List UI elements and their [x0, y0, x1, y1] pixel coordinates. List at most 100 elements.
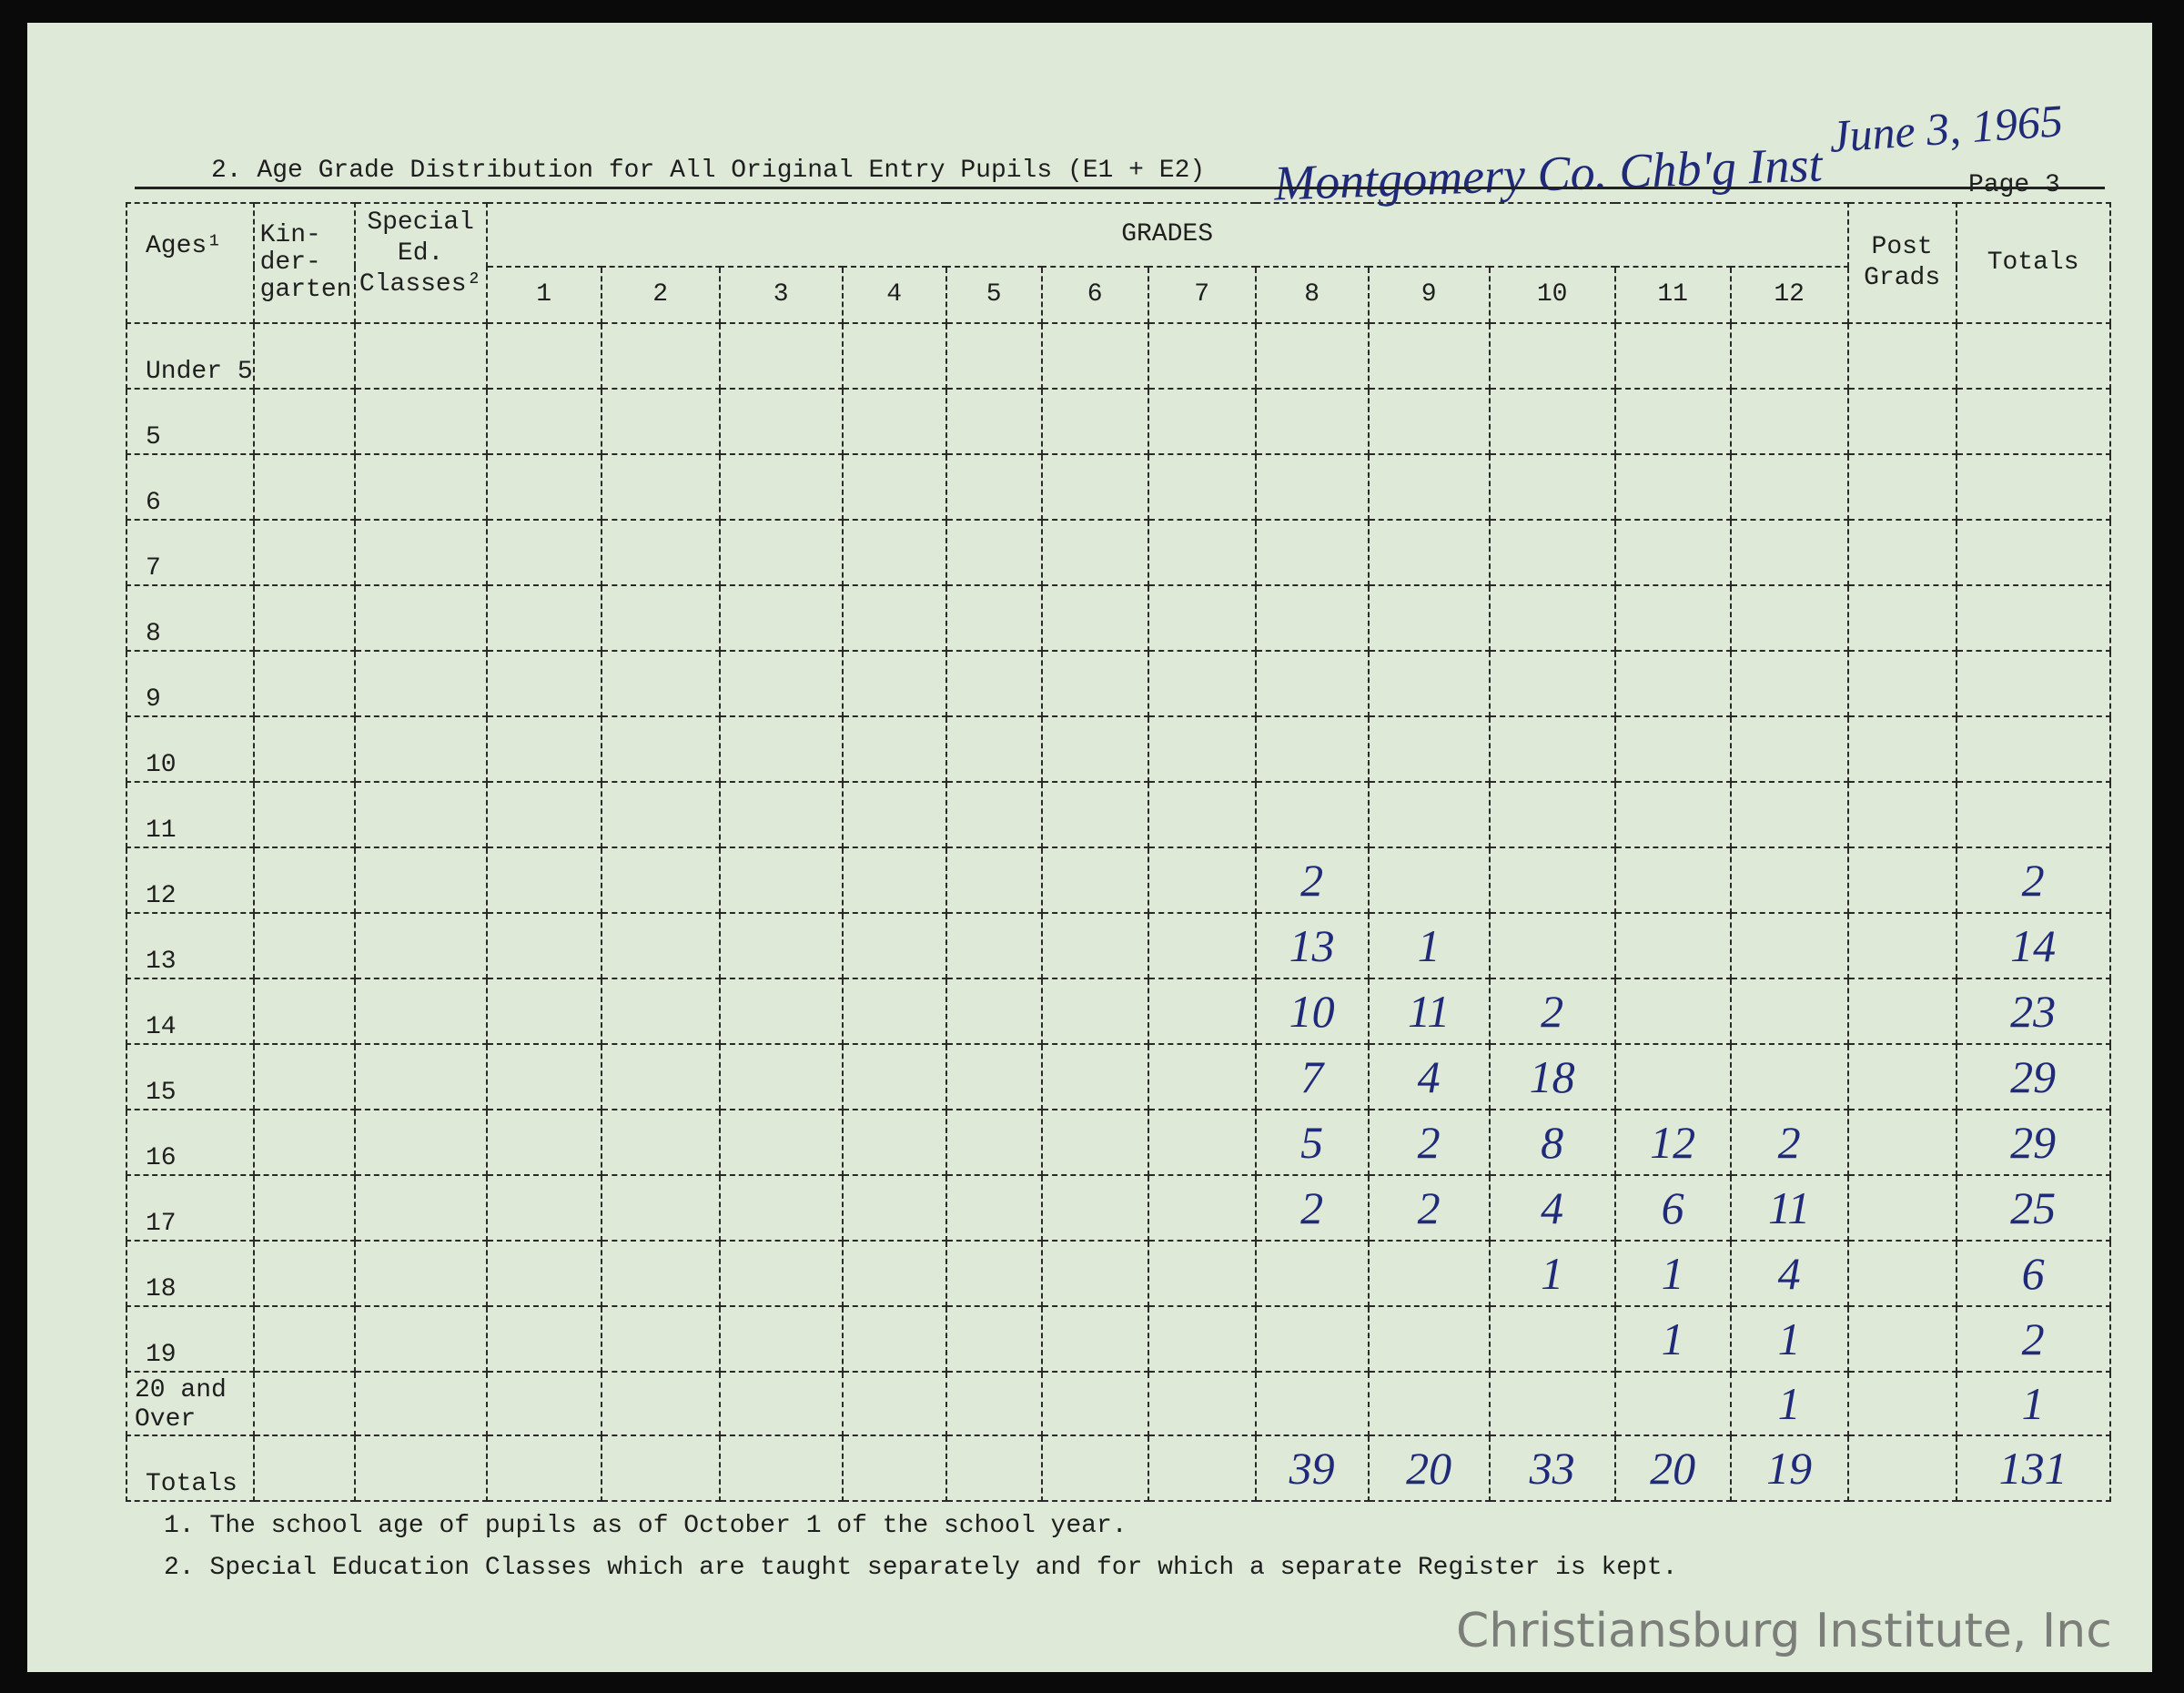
cell-grade-7 [1147, 1109, 1257, 1176]
cell-grade-12 [1729, 846, 1849, 914]
cell-special-ed [353, 1305, 488, 1373]
cell-grade-11: 1 [1613, 1240, 1732, 1307]
cell-grade-3 [718, 1305, 844, 1373]
cell-kindergarten [252, 1174, 356, 1242]
table-row: 16 5 2 8 12 2 29 [126, 1109, 2111, 1176]
cell-grade-7 [1147, 322, 1257, 390]
cell-grade-3 [718, 1434, 844, 1502]
cell-special-ed [353, 322, 488, 390]
cell-grade-10: 1 [1488, 1240, 1616, 1307]
cell-grade-12: 11 [1729, 1174, 1849, 1242]
table-row: 8 [126, 584, 2111, 652]
age-label: 15 [126, 1043, 255, 1110]
cell-grade-12: 1 [1729, 1371, 1849, 1436]
cell-grade-8: 10 [1254, 978, 1370, 1045]
cell-total [1955, 388, 2111, 455]
cell-grade-7 [1147, 388, 1257, 455]
cell-grade-12 [1729, 388, 1849, 455]
cell-grade-1 [485, 912, 602, 979]
table-row: 11 [126, 781, 2111, 848]
cell-grade-1 [485, 650, 602, 717]
cell-grade-3 [718, 1174, 844, 1242]
cell-grade-12 [1729, 978, 1849, 1045]
cell-grade-4 [841, 1240, 947, 1307]
cell-grade-12 [1729, 912, 1849, 979]
cell-grade-3 [718, 781, 844, 848]
cell-grade-2 [600, 1043, 721, 1110]
cell-grade-8 [1254, 1305, 1370, 1373]
cell-post-grads [1846, 846, 1957, 914]
cell-grade-5 [945, 715, 1043, 783]
age-label: Totals [126, 1434, 255, 1502]
table-row: 15 7 4 18 29 [126, 1043, 2111, 1110]
cell-grade-2 [600, 388, 721, 455]
cell-grade-6 [1040, 1305, 1149, 1373]
cell-grade-1 [485, 519, 602, 586]
cell-kindergarten [252, 650, 356, 717]
cell-grade-8 [1254, 519, 1370, 586]
cell-total [1955, 322, 2111, 390]
cell-grade-8 [1254, 650, 1370, 717]
cell-total: 25 [1955, 1174, 2111, 1242]
cell-grade-8 [1254, 388, 1370, 455]
header-ages: Ages¹ [126, 202, 255, 324]
header-grade-4: 4 [841, 266, 947, 324]
cell-grade-2 [600, 1174, 721, 1242]
age-label: 5 [126, 388, 255, 455]
table-row: Under 5 [126, 322, 2111, 390]
age-label: 14 [126, 978, 255, 1045]
cell-grade-10 [1488, 715, 1616, 783]
table-row: 19 1 1 2 [126, 1305, 2111, 1373]
cell-total: 2 [1955, 1305, 2111, 1373]
table-row: 13 13 1 14 [126, 912, 2111, 979]
cell-grade-10 [1488, 519, 1616, 586]
cell-special-ed [353, 715, 488, 783]
cell-total [1955, 519, 2111, 586]
age-label: 7 [126, 519, 255, 586]
cell-grade-3 [718, 715, 844, 783]
cell-grade-4 [841, 388, 947, 455]
cell-grade-11 [1613, 715, 1732, 783]
cell-grade-4 [841, 584, 947, 652]
cell-grade-2 [600, 1371, 721, 1436]
cell-grade-2 [600, 322, 721, 390]
cell-grade-5 [945, 1240, 1043, 1307]
header-grades: GRADES [485, 202, 1849, 268]
table-row: 6 [126, 453, 2111, 521]
cell-grade-6 [1040, 1043, 1149, 1110]
cell-grade-6 [1040, 1371, 1149, 1436]
cell-grade-11 [1613, 781, 1732, 848]
cell-kindergarten [252, 388, 356, 455]
cell-kindergarten [252, 912, 356, 979]
cell-grade-7 [1147, 584, 1257, 652]
cell-grade-7 [1147, 1434, 1257, 1502]
header-grade-7: 7 [1147, 266, 1257, 324]
cell-grade-2 [600, 781, 721, 848]
cell-post-grads [1846, 715, 1957, 783]
cell-post-grads [1846, 1434, 1957, 1502]
cell-total: 29 [1955, 1109, 2111, 1176]
cell-grade-4 [841, 1109, 947, 1176]
cell-post-grads [1846, 519, 1957, 586]
cell-grade-9: 1 [1367, 912, 1491, 979]
cell-grade-8 [1254, 453, 1370, 521]
cell-kindergarten [252, 781, 356, 848]
cell-special-ed [353, 912, 488, 979]
cell-grade-5 [945, 519, 1043, 586]
cell-special-ed [353, 781, 488, 848]
cell-grade-9 [1367, 322, 1491, 390]
cell-grade-9 [1367, 650, 1491, 717]
cell-total [1955, 781, 2111, 848]
cell-grade-4 [841, 846, 947, 914]
cell-grade-6 [1040, 322, 1149, 390]
cell-grade-3 [718, 584, 844, 652]
cell-grade-4 [841, 322, 947, 390]
cell-grade-11 [1613, 912, 1732, 979]
cell-grade-10 [1488, 1371, 1616, 1436]
cell-total: 131 [1955, 1434, 2111, 1502]
cell-grade-3 [718, 978, 844, 1045]
cell-total: 1 [1955, 1371, 2111, 1436]
cell-grade-12 [1729, 519, 1849, 586]
age-label: 10 [126, 715, 255, 783]
cell-post-grads [1846, 1371, 1957, 1436]
